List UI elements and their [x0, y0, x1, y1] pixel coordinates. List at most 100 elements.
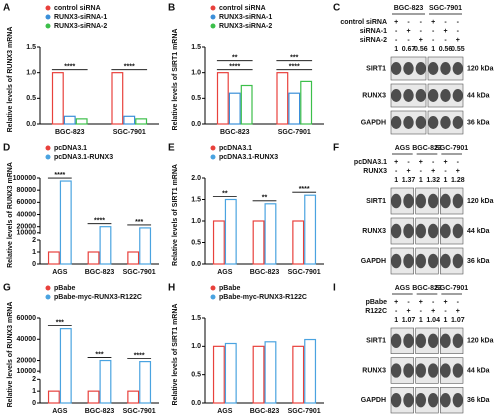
ratio-label: 0.56 — [439, 46, 453, 53]
y-tick-label: 40000 — [17, 211, 37, 218]
condition-mark: - — [432, 28, 435, 35]
blot-band — [427, 193, 439, 209]
condition-mark: + — [406, 308, 410, 315]
condition-mark: + — [394, 19, 398, 26]
ratio-label: 1 — [419, 317, 423, 324]
blot-band — [452, 392, 464, 408]
condition-mark: - — [395, 37, 398, 44]
condition-label: control siRNA — [340, 19, 387, 26]
blot-band — [403, 333, 414, 349]
bar — [276, 72, 289, 125]
bar — [264, 341, 277, 404]
band-size: 36 kDa — [467, 397, 490, 404]
condition-mark: - — [407, 299, 410, 306]
y-tick-label: 0 — [32, 261, 36, 268]
blot-band — [415, 89, 427, 102]
condition-mark: - — [432, 159, 435, 166]
y-axis-label: Relative levels of RUNX3 mRNA — [7, 27, 14, 133]
y-tick-label: 2.0 — [191, 175, 201, 182]
x-tick-label: BGC-823 — [250, 408, 280, 415]
condition-mark: - — [444, 19, 447, 26]
condition-label: RUNX3 — [363, 168, 387, 175]
ratio-label: 0.56 — [414, 46, 428, 53]
blot-band — [403, 363, 414, 378]
y-tick-label: 40000 — [17, 336, 37, 343]
bar — [127, 251, 140, 265]
condition-mark: + — [456, 168, 460, 175]
legend-label: pcDNA3.1-RUNX3 — [219, 154, 278, 161]
group-label: AGS — [395, 145, 411, 152]
panel-label: B — [168, 3, 175, 14]
x-tick-label: AGS — [52, 269, 68, 276]
y-tick-label: 1.5 — [191, 315, 201, 322]
condition-mark: + — [419, 37, 423, 44]
bar — [139, 227, 152, 265]
ratio-label: 1 — [444, 317, 448, 324]
x-tick-label: SGC-7901 — [113, 129, 146, 136]
bar — [212, 345, 225, 404]
band-label: GAPDH — [361, 258, 386, 265]
bar — [99, 226, 112, 265]
condition-mark: - — [457, 28, 460, 35]
significance-label: *** — [56, 319, 64, 326]
ratio-label: 0.67 — [402, 46, 416, 53]
ratio-label: 1 — [394, 317, 398, 324]
condition-mark: + — [419, 159, 423, 166]
legend-label: pBabe-myc-RUNX3-R122C — [219, 294, 307, 301]
significance-label: **** — [289, 64, 300, 71]
condition-mark: - — [432, 299, 435, 306]
condition-label: siRNA-2 — [360, 37, 387, 44]
y-axis-label: Relative levels of RUNX3 mRNA — [7, 302, 14, 408]
condition-mark: + — [406, 168, 410, 175]
y-tick-label: 1.0 — [191, 343, 201, 350]
blot-band — [415, 333, 427, 349]
x-tick-label: AGS — [217, 269, 233, 276]
ratio-label: 1 — [419, 177, 423, 184]
blot-band — [427, 392, 439, 408]
bar — [87, 390, 100, 404]
condition-mark: - — [420, 19, 423, 26]
legend-swatch — [45, 285, 51, 291]
condition-label: siRNA-1 — [360, 28, 387, 35]
blot-band — [403, 253, 414, 269]
bar — [228, 92, 241, 125]
blot-band — [403, 62, 414, 75]
y-tick-label: 0.0 — [191, 261, 201, 268]
condition-mark: - — [407, 19, 410, 26]
legend-label: pcDNA3.1-RUNX3 — [54, 154, 113, 161]
y-tick-label: 0.0 — [191, 121, 201, 128]
y-axis-label: Relative levels of RUNX3 mRNA — [7, 162, 14, 268]
blot-band — [440, 223, 451, 239]
bar — [87, 251, 100, 265]
significance-label: *** — [135, 219, 143, 226]
blot-band — [452, 333, 464, 349]
legend-swatch — [45, 23, 51, 29]
condition-mark: + — [456, 37, 460, 44]
significance-label: **** — [124, 64, 135, 71]
y-tick-label: 0 — [32, 400, 36, 407]
condition-mark: - — [444, 168, 447, 175]
condition-mark: + — [394, 299, 398, 306]
panel-label: F — [333, 143, 339, 154]
condition-mark: - — [395, 168, 398, 175]
y-tick-label: 20000 — [17, 224, 37, 231]
condition-mark: - — [444, 308, 447, 315]
y-tick-label: 0.0 — [26, 121, 36, 128]
group-label: BGC-823 — [412, 145, 442, 152]
blot-band — [440, 333, 451, 349]
y-tick-label: 1.0 — [26, 70, 36, 77]
x-tick-label: AGS — [217, 408, 233, 415]
ratio-label: 1.28 — [451, 177, 465, 184]
blot-band — [415, 253, 427, 269]
legend-swatch — [210, 294, 216, 300]
group-label: BGC-823 — [412, 285, 442, 292]
panel-label: I — [333, 283, 336, 294]
blot-band — [403, 223, 414, 239]
legend-swatch — [210, 285, 216, 291]
legend-label: pBabe — [54, 285, 76, 292]
blot-band — [390, 193, 402, 209]
condition-mark: - — [407, 37, 410, 44]
x-tick-label: BGC-823 — [55, 129, 85, 136]
blot-band — [452, 253, 464, 269]
blot-band — [390, 253, 402, 269]
